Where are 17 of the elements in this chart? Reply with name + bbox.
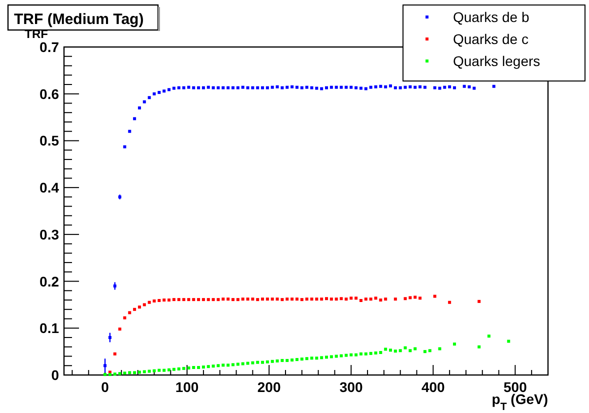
- y-tick-label: 0.7: [40, 39, 60, 55]
- y-tick-label: 0.4: [40, 180, 60, 196]
- legend-label: Quarks legers: [453, 53, 540, 69]
- y-tick-label: 0.6: [40, 86, 60, 102]
- x-tick-label: 100: [175, 379, 199, 395]
- chart-title: TRF (Medium Tag): [14, 11, 144, 28]
- y-tick-label: 0: [51, 367, 60, 383]
- y-tick-label: 0.2: [40, 273, 60, 290]
- legend-label: Quarks de b: [453, 9, 530, 25]
- x-tick-label: 300: [339, 379, 364, 395]
- y-tick-label: 0.1: [40, 320, 60, 336]
- x-tick-label: 0: [101, 379, 110, 395]
- x-tick-label: 400: [421, 379, 446, 395]
- y-tick-label: 0.3: [40, 226, 60, 242]
- y-tick-label: 0.5: [40, 132, 60, 149]
- x-tick-label: 200: [257, 379, 281, 395]
- legend-label: Quarks de c: [453, 31, 528, 47]
